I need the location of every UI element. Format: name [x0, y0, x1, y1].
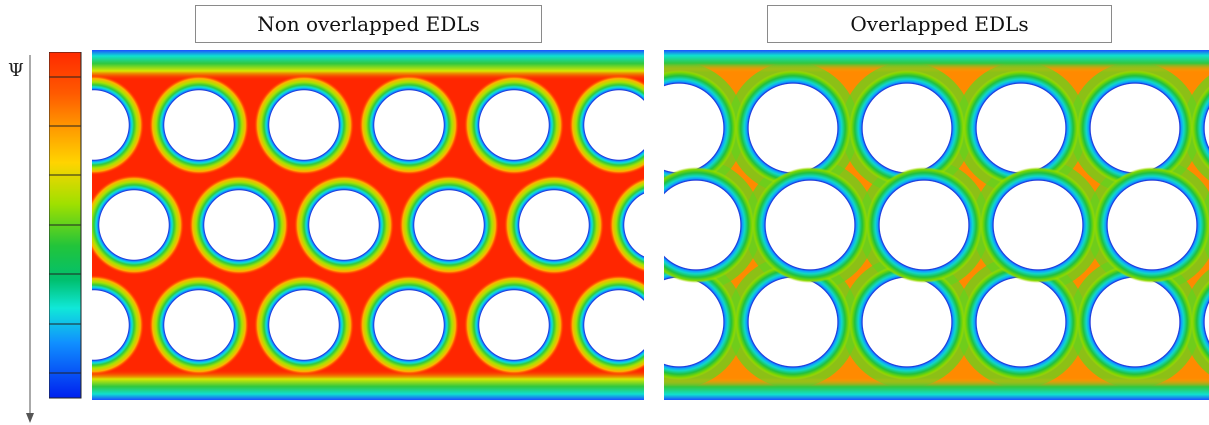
pore	[1191, 280, 1209, 364]
pore	[664, 167, 754, 283]
pore	[735, 264, 851, 380]
pore	[294, 175, 394, 275]
pore	[735, 70, 851, 186]
pore	[609, 177, 644, 273]
pore	[92, 275, 144, 375]
pore	[1191, 86, 1209, 170]
pore	[359, 275, 459, 375]
pore	[464, 75, 564, 175]
pore	[254, 275, 354, 375]
pore	[399, 175, 499, 275]
pore	[980, 167, 1096, 283]
pore	[752, 167, 868, 283]
pore	[664, 70, 737, 186]
panel-title-non-overlapped: Non overlapped EDLs	[195, 5, 542, 43]
pore	[963, 264, 1079, 380]
colorbar	[49, 52, 82, 399]
psi-axis-arrow	[26, 55, 34, 423]
pore	[254, 75, 354, 175]
pore	[1077, 264, 1193, 380]
pore	[664, 264, 737, 380]
psi-label: Ψ	[8, 60, 24, 81]
contour-panel-non-overlapped	[92, 50, 644, 400]
contour-panel-overlapped	[664, 50, 1209, 400]
pore	[504, 175, 604, 275]
pore	[464, 275, 564, 375]
pore	[849, 70, 965, 186]
pore	[359, 75, 459, 175]
pore	[149, 275, 249, 375]
pore	[149, 75, 249, 175]
pore	[189, 175, 289, 275]
pore	[963, 70, 1079, 186]
pore	[1094, 167, 1209, 283]
pore	[569, 275, 644, 375]
panel-title-overlapped: Overlapped EDLs	[767, 5, 1112, 43]
pore	[1077, 70, 1193, 186]
pore	[866, 167, 982, 283]
pore	[849, 264, 965, 380]
pore	[569, 75, 644, 175]
pore	[92, 175, 184, 275]
pore	[92, 75, 144, 175]
